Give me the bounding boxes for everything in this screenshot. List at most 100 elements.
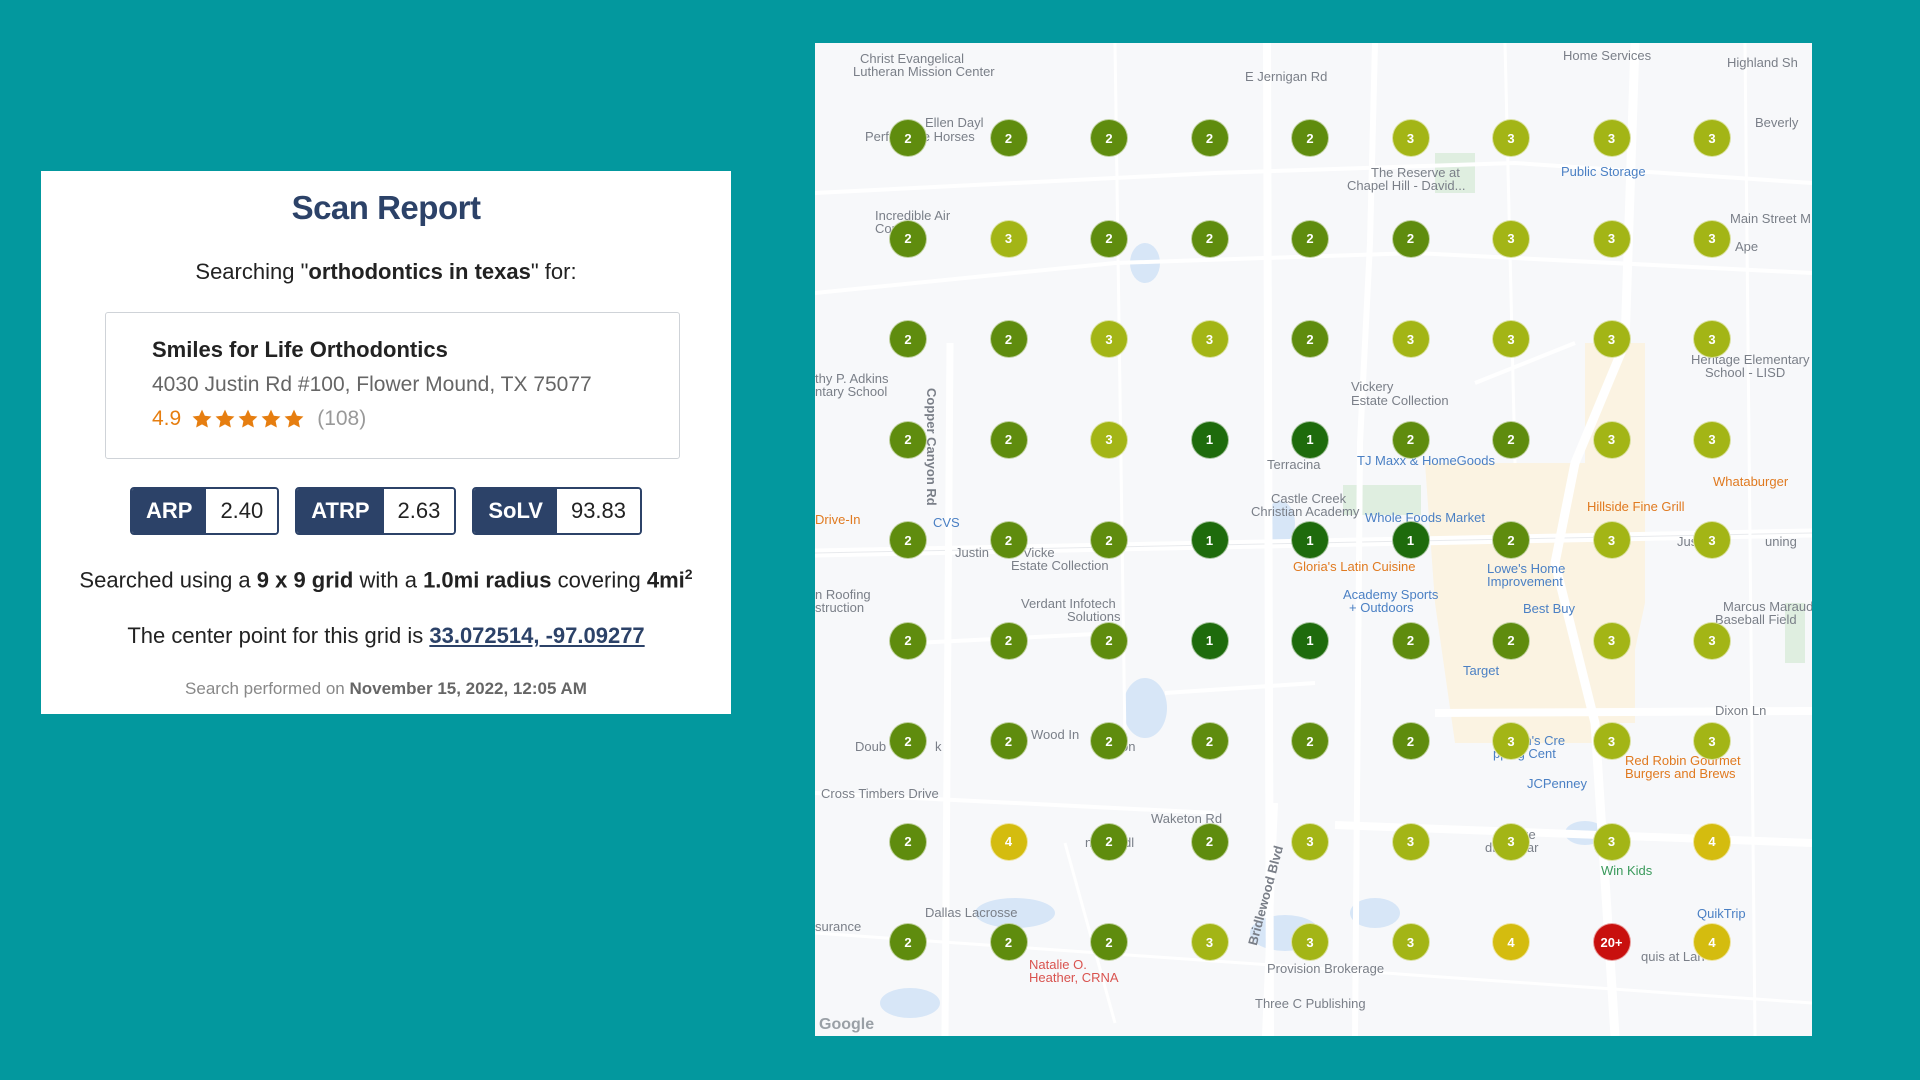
rank-marker[interactable]: 3 [989,219,1028,258]
rank-marker[interactable]: 2 [1090,119,1128,157]
business-name: Smiles for Life Orthodontics [152,337,448,362]
rank-marker[interactable]: 4 [1492,923,1530,961]
rank-marker[interactable]: 2 [1291,320,1329,358]
rank-marker[interactable]: 2 [1391,219,1430,258]
rank-marker[interactable]: 3 [1492,822,1530,861]
rank-marker[interactable]: 3 [1090,420,1128,459]
rank-marker[interactable]: 3 [1391,923,1430,961]
rank-marker[interactable]: 3 [1291,923,1329,961]
rank-marker[interactable]: 1 [1190,420,1229,459]
rank-marker[interactable]: 3 [1693,521,1731,559]
rank-marker[interactable]: 2 [1090,822,1128,861]
rank-marker[interactable]: 3 [1492,219,1530,258]
rank-marker[interactable]: 2 [1291,119,1329,157]
rank-marker[interactable]: 4 [1693,923,1731,961]
rank-marker[interactable]: 3 [1592,219,1631,258]
rank-marker[interactable]: 3 [1592,722,1631,760]
rank-marker[interactable]: 1 [1291,420,1329,459]
rank-marker[interactable]: 2 [889,119,927,157]
rank-marker[interactable]: 1 [1391,521,1430,559]
rank-marker[interactable]: 2 [1391,621,1430,660]
map-label: Doub [855,739,887,754]
map-label: Terracina [1267,457,1321,472]
map-label: Burgers and Brews [1625,766,1736,781]
rank-marker[interactable]: 2 [989,119,1028,157]
rank-marker[interactable]: 2 [1291,722,1329,760]
rank-marker[interactable]: 2 [1090,521,1128,559]
rank-marker[interactable]: 3 [1592,521,1631,559]
rank-marker[interactable]: 2 [989,521,1028,559]
rank-marker[interactable]: 2 [1190,822,1229,861]
rank-marker[interactable]: 3 [1492,119,1530,157]
rank-marker[interactable]: 2 [989,722,1028,760]
rank-marker[interactable]: 2 [889,822,927,861]
rank-marker[interactable]: 3 [1190,320,1229,358]
rank-marker[interactable]: 3 [1693,722,1731,760]
rank-marker[interactable]: 2 [889,923,927,961]
rank-marker[interactable]: 2 [1090,621,1128,660]
rank-marker[interactable]: 2 [989,420,1028,459]
rank-marker[interactable]: 2 [989,923,1028,961]
review-count: (108) [317,407,367,430]
rank-marker[interactable]: 3 [1291,822,1329,861]
map-label: Dallas Lacrosse [925,905,1018,920]
rank-marker[interactable]: 4 [989,822,1028,861]
center-coordinates-link[interactable]: 33.072514, -97.09277 [429,623,645,648]
rank-marker[interactable]: 3 [1592,822,1631,861]
rank-marker[interactable]: 3 [1492,320,1530,358]
map-label: The Reserve at [1371,165,1460,180]
rank-grid-map[interactable]: Christ Evangelical Lutheran Mission Cente… [815,43,1812,1036]
rank-marker[interactable]: 2 [1090,722,1128,760]
rank-marker[interactable]: 2 [1190,219,1229,258]
rank-marker[interactable]: 20+ [1592,923,1631,961]
rank-marker[interactable]: 1 [1291,621,1329,660]
rank-marker[interactable]: 2 [889,219,927,258]
rank-marker[interactable]: 2 [889,320,927,358]
rank-marker[interactable]: 2 [1090,923,1128,961]
rank-marker[interactable]: 3 [1693,219,1731,258]
rank-marker[interactable]: 2 [1492,521,1530,559]
rank-marker[interactable]: 3 [1391,119,1430,157]
rank-marker[interactable]: 2 [889,722,927,760]
rank-marker[interactable]: 3 [1592,119,1631,157]
rank-marker[interactable]: 1 [1291,521,1329,559]
rank-marker[interactable]: 3 [1693,621,1731,660]
star-rating [191,408,305,430]
rank-marker[interactable]: 2 [989,320,1028,358]
rank-marker[interactable]: 3 [1693,420,1731,459]
rank-marker[interactable]: 2 [1291,219,1329,258]
rank-marker[interactable]: 3 [1693,320,1731,358]
search-performed-date: Search performed on November 15, 2022, 1… [185,679,587,698]
rank-marker[interactable]: 2 [889,420,927,459]
rank-marker[interactable]: 2 [1090,219,1128,258]
map-label: Baseball Field [1715,612,1797,627]
rank-marker[interactable]: 2 [1391,420,1430,459]
rank-marker[interactable]: 2 [889,521,927,559]
rank-marker[interactable]: 2 [989,621,1028,660]
map-label: Solutions [1067,609,1121,624]
rank-marker[interactable]: 2 [1492,420,1530,459]
rank-marker[interactable]: 2 [1492,621,1530,660]
rank-marker[interactable]: 2 [1190,722,1229,760]
rank-marker[interactable]: 4 [1693,822,1731,861]
rank-marker[interactable]: 1 [1190,521,1229,559]
rank-marker[interactable]: 3 [1090,320,1128,358]
rank-marker[interactable]: 3 [1190,923,1229,961]
rank-marker[interactable]: 1 [1190,621,1229,660]
rank-marker[interactable]: 3 [1592,621,1631,660]
rank-marker[interactable]: 2 [889,621,927,660]
rank-marker[interactable]: 3 [1592,320,1631,358]
star-icon [283,408,305,430]
rank-marker[interactable]: 2 [1190,119,1229,157]
map-label: Waketon Rd [1151,811,1223,826]
rank-marker[interactable]: 3 [1492,722,1530,760]
map-label: Dixon Ln [1715,703,1767,718]
rank-marker[interactable]: 3 [1592,420,1631,459]
rank-marker[interactable]: 3 [1693,119,1731,157]
rank-marker[interactable]: 3 [1391,822,1430,861]
map-label: k [935,739,942,754]
map-label: Lowe's Home [1487,561,1566,576]
rank-marker[interactable]: 2 [1391,722,1430,760]
map-label: + Outdoors [1349,600,1414,615]
rank-marker[interactable]: 3 [1391,320,1430,358]
